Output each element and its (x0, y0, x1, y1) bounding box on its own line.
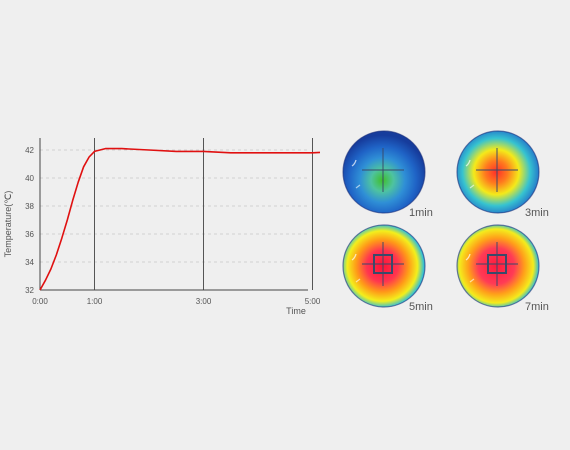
x-tick-label: 3:00 (196, 297, 212, 306)
y-tick-label: 36 (25, 230, 34, 239)
thermal-image-1min (342, 130, 426, 214)
y-tick-label: 32 (25, 286, 34, 295)
thermal-image-7min (456, 224, 540, 308)
y-tick-label: 42 (25, 146, 34, 155)
x-axis-label: Time (286, 306, 306, 316)
x-tick-label: 5:00 (305, 297, 320, 306)
y-tick-label: 38 (25, 202, 34, 211)
x-tick-label: 1:00 (87, 297, 103, 306)
thermal-label-7min: 7min (525, 301, 549, 313)
y-tick-label: 34 (25, 258, 34, 267)
temperature-chart: 3234363840420:001:003:005:007:00TimeTemp… (3, 138, 320, 316)
thermal-label-3min: 3min (525, 207, 549, 219)
thermal-image-5min (342, 224, 426, 308)
thermal-image-3min (456, 130, 540, 214)
thermal-label-5min: 5min (409, 301, 433, 313)
thermal-label-1min: 1min (409, 207, 433, 219)
y-tick-label: 40 (25, 174, 34, 183)
y-axis-label: Temperature(℃) (3, 191, 13, 258)
x-tick-label: 0:00 (32, 297, 48, 306)
temperature-series-line (39, 147, 320, 291)
